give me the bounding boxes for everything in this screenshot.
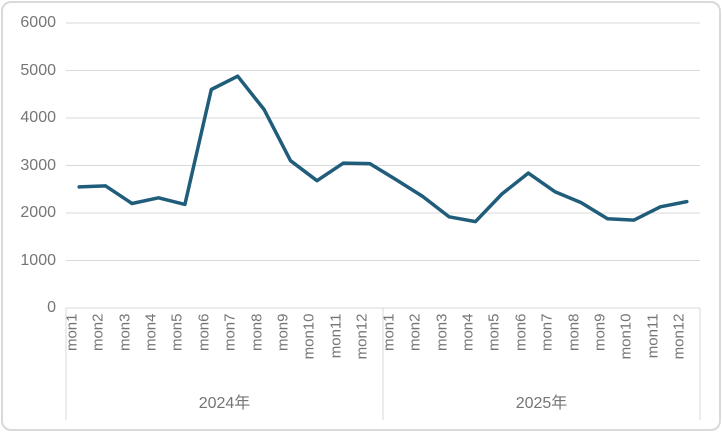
series-line <box>77 74 689 224</box>
x-axis-month-label: mon3 <box>116 313 134 351</box>
x-axis-month-label: mon4 <box>459 313 477 351</box>
x-axis-month-label: mon1 <box>63 313 81 351</box>
x-axis-month-label: mon1 <box>380 313 398 351</box>
x-axis-month-label: mon8 <box>248 313 266 351</box>
y-axis-label: 3000 <box>20 156 56 174</box>
x-axis-month-label: mon9 <box>591 313 609 351</box>
x-axis-month-label: mon11 <box>644 313 662 358</box>
x-axis-month-label: mon7 <box>538 313 556 351</box>
x-axis-month-label: mon2 <box>89 313 107 351</box>
x-axis-month-label: mon6 <box>512 313 530 351</box>
x-axis-month-label: mon10 <box>617 313 635 359</box>
x-axis-month-label: mon4 <box>142 313 160 351</box>
year-group-label-2024: 2024年 <box>198 395 251 412</box>
x-axis-month-label: mon11 <box>327 313 345 358</box>
x-axis-month-label: mon9 <box>274 313 292 351</box>
x-axis-month-label: mon12 <box>670 313 688 359</box>
x-axis-month-label: mon7 <box>221 313 239 351</box>
y-axis-label: 2000 <box>20 204 56 221</box>
y-axis-label: 0 <box>47 299 56 316</box>
x-axis-month-label: mon8 <box>565 313 583 351</box>
x-axis-month-label: mon6 <box>195 313 213 351</box>
x-axis-month-label: mon3 <box>433 313 451 351</box>
x-axis-month-label: mon5 <box>168 313 186 351</box>
y-axis-label: 4000 <box>20 109 56 126</box>
x-axis-month-label: mon12 <box>353 313 371 359</box>
year-group-label-2025: 2025年 <box>515 395 568 412</box>
y-axis-label: 6000 <box>20 14 56 31</box>
x-axis-month-label: mon10 <box>300 313 318 359</box>
x-axis-month-label: mon2 <box>406 313 424 351</box>
y-axis-label: 1000 <box>20 251 56 269</box>
x-axis-month-label: mon5 <box>485 313 503 351</box>
y-axis-label: 5000 <box>20 61 56 79</box>
